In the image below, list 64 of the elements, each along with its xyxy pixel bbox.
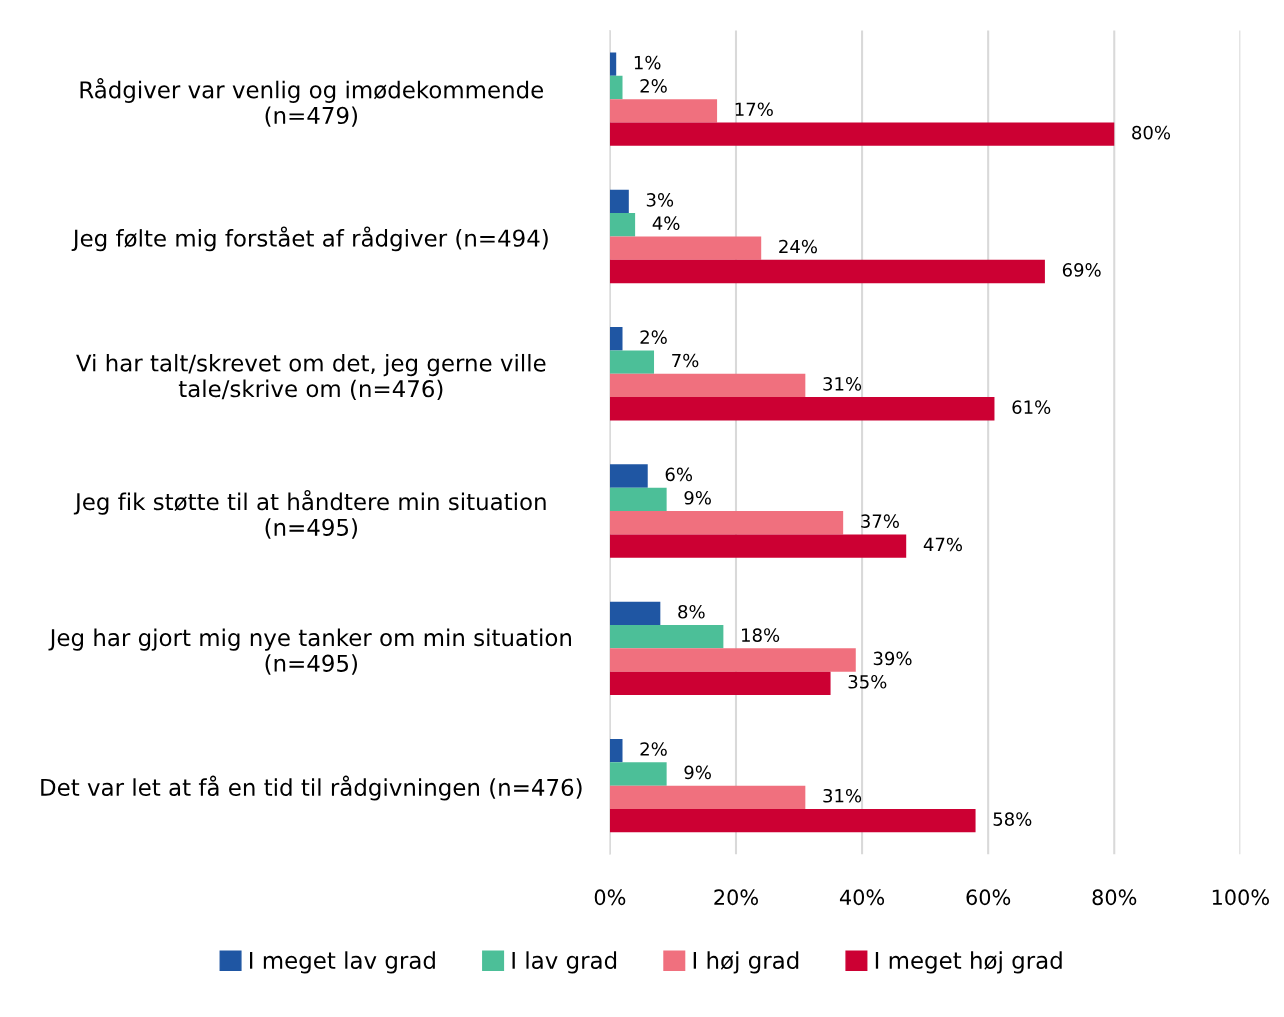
bar	[609, 511, 844, 535]
data-label: 31%	[823, 788, 862, 803]
data-label: 3%	[646, 193, 674, 207]
x-tick-label: 40%	[839, 889, 885, 906]
data-label: 39%	[873, 651, 912, 666]
data-label: 17%	[735, 102, 773, 117]
data-label: 8%	[678, 604, 705, 619]
bar	[609, 52, 617, 76]
y-tick-label: Vi har talt/skrevet om det, jeg gerne ville tale/skrive om (n=476)	[76, 353, 546, 401]
bar	[609, 601, 661, 625]
x-tick-label: 0%	[594, 889, 626, 906]
bar	[609, 122, 1115, 146]
data-label: 31%	[823, 377, 862, 391]
y-tick-label: Jeg følte mig forstået af rådgiver (n=494)	[71, 226, 548, 252]
bar	[609, 373, 806, 398]
bar	[609, 350, 655, 374]
data-label: 2%	[640, 330, 667, 344]
bar	[609, 738, 623, 763]
bar	[609, 236, 762, 260]
bar	[609, 464, 648, 488]
x-tick-label: 20%	[714, 889, 758, 906]
bar	[609, 99, 718, 123]
bar	[609, 534, 907, 558]
data-label: 2%	[640, 742, 667, 756]
legend-label: I høj grad	[693, 951, 799, 974]
data-label: 9%	[684, 490, 711, 505]
bar	[609, 213, 636, 237]
bar	[609, 625, 724, 649]
data-label: 9%	[684, 765, 711, 780]
data-label: 1%	[634, 55, 661, 70]
bar	[609, 397, 995, 421]
y-tick-label: Jeg fik støtte til at håndtere min situation (n=495)	[73, 489, 546, 539]
legend-label: I lav grad	[512, 951, 617, 974]
data-label: 35%	[848, 674, 887, 689]
bar	[609, 785, 806, 809]
bar	[609, 808, 976, 833]
data-label: 4%	[652, 216, 680, 231]
y-tick-label: Rådgiver var venlig og imødekommende (n=479)	[80, 78, 544, 127]
bar	[609, 762, 667, 786]
data-label: 7%	[672, 353, 699, 368]
data-label: 6%	[665, 467, 693, 482]
data-label: 24%	[779, 239, 818, 254]
x-tick-label: 100%	[1212, 889, 1269, 906]
data-label: 18%	[742, 628, 780, 642]
y-tick-label: Jeg har gjort mig nye tanker om min situation (n=495)	[48, 628, 571, 675]
bar	[609, 648, 856, 672]
bar	[609, 259, 1045, 284]
data-label: 58%	[993, 812, 1032, 826]
x-tick-label: 60%	[966, 889, 1011, 906]
bar	[609, 75, 623, 100]
data-label: 69%	[1062, 263, 1101, 277]
data-label: 37%	[861, 514, 899, 528]
data-label: 2%	[640, 79, 667, 93]
bar	[609, 487, 667, 512]
data-label: 61%	[1012, 400, 1051, 414]
bar	[609, 189, 629, 214]
y-tick-label: Det var let at få en tid til rådgivningen (n=476)	[41, 775, 582, 801]
data-label: 47%	[923, 537, 963, 552]
bar	[609, 671, 831, 696]
legend-label: I meget lav grad	[250, 951, 435, 974]
data-label: 80%	[1132, 125, 1171, 140]
bar	[609, 327, 623, 351]
legend-label: I meget høj grad	[875, 951, 1062, 974]
x-tick-label: 80%	[1092, 889, 1137, 906]
